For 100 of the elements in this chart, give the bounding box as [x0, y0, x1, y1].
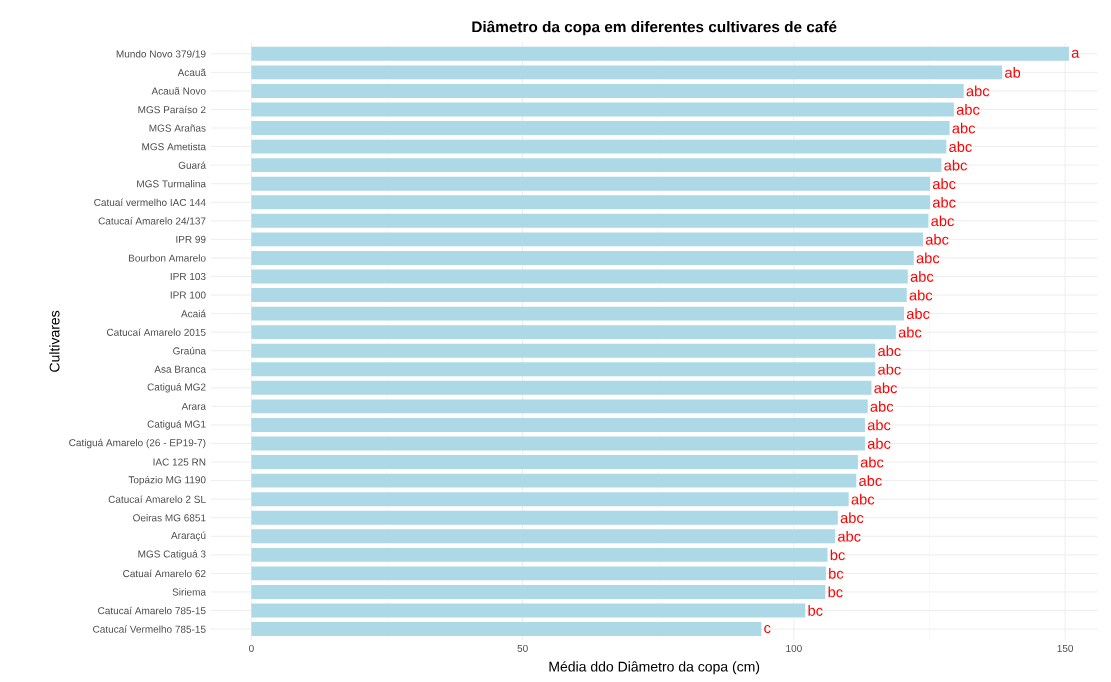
data-label: abc: [932, 178, 956, 190]
data-label: abc: [944, 160, 967, 171]
data-label: abc: [874, 382, 897, 394]
bar: [251, 381, 872, 396]
bar: [251, 232, 923, 247]
bar: [251, 492, 849, 507]
bar: [251, 622, 762, 637]
bar: [251, 176, 931, 191]
bar: [251, 585, 826, 600]
y-tick-label: Acauã: [177, 68, 207, 77]
data-label: abc: [925, 234, 949, 245]
y-tick-label: MGS Paraíso 2: [138, 105, 206, 114]
y-tick-label: Arara: [181, 403, 207, 411]
y-tick-label: Mundo Novo 379/19: [116, 50, 206, 58]
y-tick-label: MGS Catiguá 3: [138, 550, 206, 560]
y-tick-label: IPR 99: [176, 236, 206, 244]
bar: [251, 325, 896, 340]
bar: [251, 306, 905, 321]
data-label: bc: [830, 549, 845, 561]
bar: [251, 603, 806, 618]
y-tick-label: Catucaí Amarelo 785-15: [98, 607, 206, 615]
data-label: abc: [906, 308, 930, 320]
bar: [251, 102, 954, 117]
bar: [251, 121, 950, 136]
y-tick-label: Siriema: [172, 588, 207, 596]
y-tick-label: Acaiá: [181, 310, 207, 318]
y-tick-label: Graúna: [173, 347, 207, 355]
x-tick-label: 0: [249, 645, 254, 653]
data-label: abc: [878, 364, 901, 375]
bar: [251, 566, 826, 581]
y-tick-label: Oeiras MG 6851: [133, 514, 206, 522]
y-tick-label: Catuaí Amarelo 62: [123, 569, 206, 578]
y-tick-label: Catucaí Amarelo 2015: [106, 328, 206, 337]
y-tick-label: Araraçú: [171, 531, 206, 542]
data-label: ab: [1005, 67, 1021, 78]
bar: [251, 362, 876, 377]
bar: [251, 511, 838, 525]
y-tick-label: Bourbon Amarelo: [128, 254, 206, 262]
data-label: abc: [838, 531, 861, 542]
data-label: abc: [909, 289, 933, 301]
data-label: abc: [949, 141, 972, 153]
bar: [251, 418, 865, 433]
data-label: bc: [828, 586, 843, 598]
data-label: abc: [867, 419, 891, 431]
bar: [251, 195, 931, 210]
data-label: abc: [851, 494, 875, 505]
data-label: abc: [952, 122, 976, 134]
data-label: abc: [898, 327, 922, 338]
bar: [251, 158, 942, 173]
bar: [251, 84, 964, 99]
x-tick-label: 50: [517, 645, 528, 653]
data-label: abc: [966, 85, 990, 97]
data-label: abc: [840, 512, 864, 524]
data-label: abc: [910, 271, 934, 283]
data-label: abc: [859, 475, 882, 487]
data-label: abc: [867, 438, 891, 450]
y-tick-label: IPR 100: [170, 291, 206, 299]
data-label: abc: [860, 456, 884, 468]
y-tick-label: Catucaí Vermelho 785-15: [93, 625, 206, 634]
y-tick-label: IAC 125 RN: [153, 458, 206, 466]
data-label: abc: [916, 252, 940, 264]
bar: [251, 399, 868, 414]
data-label: abc: [931, 215, 954, 227]
y-tick-label: Catiguá Amarelo (26 - EP19-7): [69, 439, 206, 449]
data-label: bc: [808, 605, 823, 617]
bar: [251, 343, 876, 358]
bar: [251, 47, 1069, 62]
data-label: abc: [878, 345, 901, 357]
data-label: abc: [956, 104, 980, 116]
bar: [251, 251, 914, 266]
y-tick-label: Catiguá MG1: [147, 420, 206, 430]
chart-title: Diâmetro da copa em diferentes cultivares de café: [472, 20, 837, 36]
y-tick-label: Topázio MG 1190: [128, 476, 206, 486]
y-tick-label: Catucaí Amarelo 24/137: [98, 217, 206, 225]
x-tick-label: 100: [786, 645, 802, 653]
data-label: bc: [829, 568, 844, 580]
y-tick-label: MGS Turmalina: [137, 180, 207, 188]
data-label: abc: [932, 197, 956, 208]
bar: [251, 139, 947, 154]
data-label: abc: [870, 401, 894, 413]
y-tick-label: Guará: [178, 161, 207, 170]
bar: [251, 214, 929, 229]
bar: [251, 65, 1003, 80]
bar: [251, 473, 857, 488]
y-tick-label: IPR 103: [170, 273, 206, 281]
bar: [251, 455, 858, 470]
bar: [251, 436, 865, 451]
data-label: a: [1071, 50, 1080, 59]
bar: [251, 529, 836, 544]
x-axis-title: Média ddo Diâmetro da copa (cm): [549, 661, 760, 675]
y-tick-label: MGS Ametista: [142, 143, 207, 151]
bar: [251, 288, 907, 303]
y-tick-label: Acauã Novo: [151, 87, 206, 95]
bar: [251, 548, 828, 563]
y-axis-title: Cultivares: [49, 311, 60, 373]
y-tick-label: MGS Arañas: [149, 124, 206, 132]
data-label: c: [764, 625, 771, 634]
y-tick-label: Catuaí vermelho IAC 144: [94, 198, 206, 207]
y-tick-label: Catiguá MG2: [147, 383, 206, 393]
bar: [251, 269, 908, 284]
